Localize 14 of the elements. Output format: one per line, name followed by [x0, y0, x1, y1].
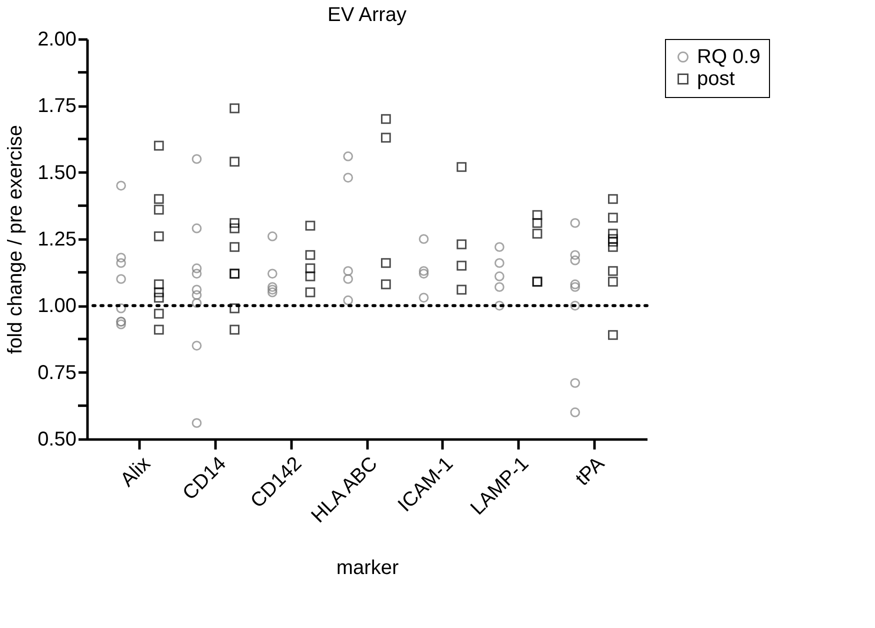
y-axis-title: fold change / pre exercise: [4, 124, 27, 354]
y-tick-label: 0.75: [38, 362, 76, 384]
y-tick-label: 1.50: [38, 162, 76, 184]
legend-label: post: [697, 68, 736, 90]
legend-label: RQ 0.9: [697, 46, 760, 68]
x-tick-label: Alix: [116, 452, 155, 492]
x-tick-label: tPA: [572, 452, 610, 490]
y-tick-label: 2.00: [38, 28, 76, 50]
y-tick-label: 1.75: [38, 95, 76, 118]
chart-title: EV Array: [328, 4, 406, 26]
y-tick-label: 1.00: [38, 295, 76, 318]
y-tick-label: 1.25: [38, 228, 76, 250]
y-tick-label: 0.50: [38, 428, 76, 450]
x-axis-title: marker: [336, 557, 399, 580]
